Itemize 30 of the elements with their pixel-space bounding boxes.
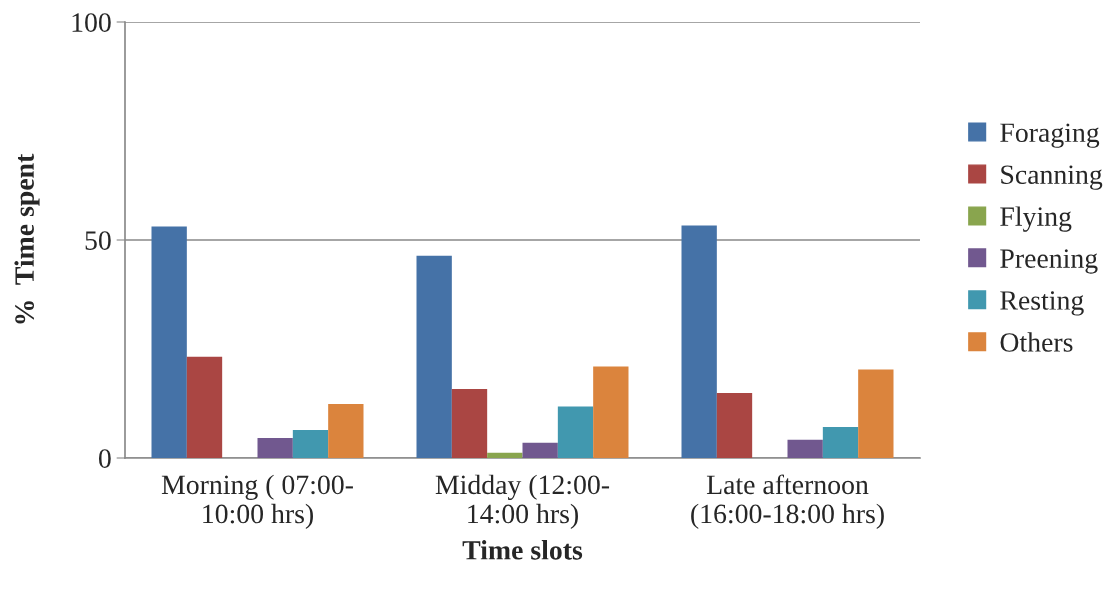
bar (451, 389, 488, 458)
legend-label: Foraging (1000, 123, 1100, 148)
bar (822, 427, 859, 458)
y-tick-label: 100 (72, 13, 111, 32)
legend-label: Flying (1000, 206, 1072, 232)
bar (522, 442, 558, 458)
bar (151, 226, 187, 458)
bar (557, 406, 594, 458)
x-tick-label: Midday (12:00- 14:00 hrs) (435, 474, 610, 529)
y-tick-label: 50 (85, 231, 111, 250)
bar (787, 439, 823, 458)
x-tick-label: Morning ( 07:00- 10:00 hrs) (161, 474, 353, 529)
bar (257, 437, 293, 458)
legend-label: Resting (1000, 291, 1084, 316)
legend-label: Others (1000, 332, 1073, 352)
bar (593, 366, 629, 458)
bar (681, 225, 717, 458)
bar (292, 430, 329, 458)
y-tick-label: 0 (98, 449, 111, 468)
bar (328, 403, 364, 458)
legend-label: Scanning (1001, 165, 1103, 190)
bar (186, 356, 223, 458)
bar (487, 452, 523, 458)
y-axis-title: % Time spent (14, 153, 40, 324)
legend-label: Preening (1000, 249, 1098, 274)
bar (716, 393, 753, 458)
x-axis-title: Time slots (462, 540, 583, 560)
bar (416, 255, 452, 458)
x-tick-label: Late afternoon (16:00-18:00 hrs) (691, 474, 884, 529)
bar (858, 369, 894, 458)
